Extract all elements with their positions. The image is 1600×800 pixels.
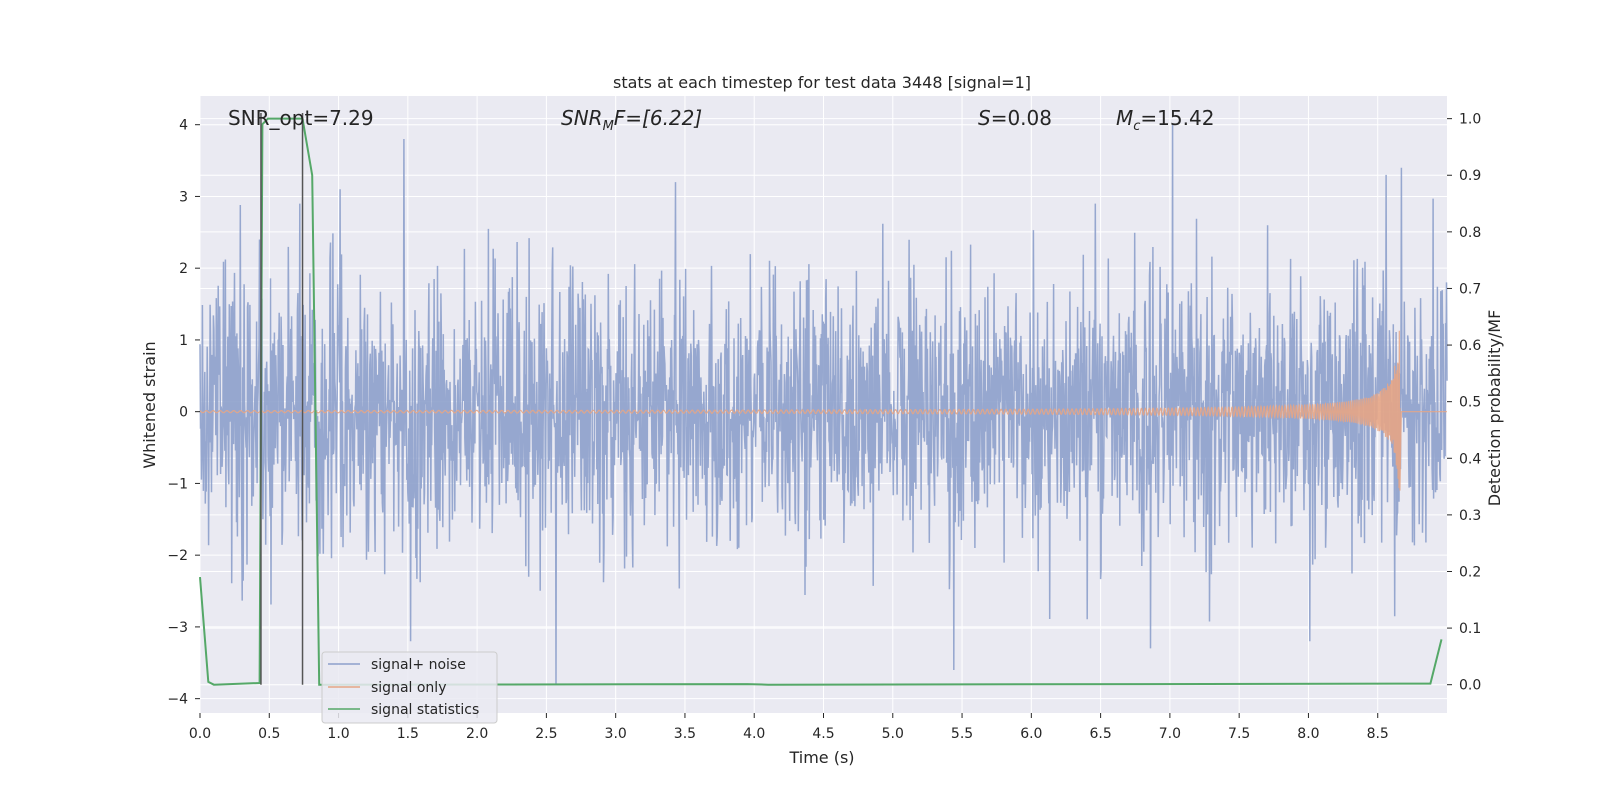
y2-tick-label: 0.8 <box>1459 225 1481 241</box>
x-tick-label: 5.5 <box>951 726 973 742</box>
x-tick-label: 3.5 <box>674 726 696 742</box>
x-tick-label: 8.0 <box>1297 726 1319 742</box>
x-tick-label: 7.5 <box>1228 726 1250 742</box>
y-tick-label: −1 <box>167 476 188 492</box>
legend-label-signal: signal only <box>371 680 446 696</box>
annotation-snr-mf-sub: M <box>603 119 614 134</box>
y-tick-label: −4 <box>167 692 188 708</box>
annotation-mc: Mc=15.42 <box>1116 106 1214 134</box>
x-tick-label: 1.5 <box>397 726 419 742</box>
signal-statistics-line <box>199 117 1443 686</box>
statistics-series <box>199 117 1443 686</box>
y2-tick-label: 0.3 <box>1459 508 1481 524</box>
x-tick-label: 7.0 <box>1159 726 1181 742</box>
x-tick-label: 6.5 <box>1089 726 1111 742</box>
x-tick-label: 1.0 <box>327 726 349 742</box>
y-ticks: 4 3 2 1 0 −1 −2 −3 −4 <box>167 118 200 708</box>
y-tick-label: 3 <box>179 189 188 205</box>
vertical-markers <box>260 112 304 685</box>
y2-tick-label: 1.0 <box>1459 112 1481 128</box>
y2-tick-label: 0.4 <box>1459 451 1481 467</box>
y2-tick-label: 0.7 <box>1459 281 1481 297</box>
x-tick-label: 5.0 <box>882 726 904 742</box>
y2-axis-label: Detection probability/MF <box>1485 310 1504 507</box>
legend-label-statistics: signal statistics <box>371 702 479 718</box>
y2-tick-label: 0.0 <box>1459 678 1481 694</box>
signal-only-line <box>199 330 1447 491</box>
x-axis-label: Time (s) <box>788 748 854 767</box>
annotation-snr-mf: SNRMF=[6.22] <box>561 106 702 134</box>
annotation-mc-rest: =15.42 <box>1140 106 1214 130</box>
y2-tick-label: 0.5 <box>1459 395 1481 411</box>
y-axis-label: Whitened strain <box>140 341 159 468</box>
signal-series <box>199 330 1447 491</box>
annotation-mc-main: M <box>1116 106 1133 130</box>
x-tick-label: 0.0 <box>189 726 211 742</box>
y2-tick-label: 0.1 <box>1459 621 1481 637</box>
y-tick-label: 4 <box>179 118 188 134</box>
annotation-s-rest: =0.08 <box>991 106 1052 130</box>
annotation-s-main: S <box>978 106 991 130</box>
annotation-snr-mf-rest: F=[6.22] <box>614 106 702 130</box>
y-tick-label: 2 <box>179 261 188 277</box>
y-tick-label: −3 <box>167 620 188 636</box>
annotation-mc-sub: c <box>1133 119 1140 134</box>
chart-title: stats at each timestep for test data 344… <box>613 73 1031 92</box>
x-tick-label: 8.5 <box>1367 726 1389 742</box>
y2-tick-label: 0.6 <box>1459 338 1481 354</box>
legend: signal+ noise signal only signal statist… <box>321 651 498 724</box>
y-tick-label: 0 <box>179 405 188 421</box>
y2-tick-label: 0.2 <box>1459 564 1481 580</box>
signal-noise-line <box>199 124 1448 685</box>
x-tick-label: 4.5 <box>812 726 834 742</box>
noise-series <box>199 124 1448 685</box>
y2-ticks: 1.0 0.9 0.8 0.7 0.6 0.5 0.4 0.3 0.2 0.1 0.0 <box>1447 112 1481 694</box>
x-tick-label: 3.0 <box>605 726 627 742</box>
x-tick-label: 4.0 <box>743 726 765 742</box>
x-tick-label: 6.0 <box>1020 726 1042 742</box>
x-tick-label: 0.5 <box>258 726 280 742</box>
legend-box <box>321 651 498 724</box>
legend-label-noise: signal+ noise <box>371 657 466 673</box>
x-ticks: 0.0 0.5 1.0 1.5 2.0 2.5 3.0 3.5 4.0 4.5 5.0 5.5 6.0 6… <box>189 713 1389 742</box>
y2-tick-label: 0.9 <box>1459 168 1481 184</box>
x-tick-label: 2.0 <box>466 726 488 742</box>
annotation-snr-mf-main: SNR <box>561 106 603 130</box>
annotation-s: S=0.08 <box>978 106 1052 130</box>
x-tick-label: 2.5 <box>535 726 557 742</box>
y-tick-label: −2 <box>167 548 188 564</box>
annotation-snr-opt: SNR_opt=7.29 <box>228 106 374 130</box>
y-tick-label: 1 <box>179 333 188 349</box>
